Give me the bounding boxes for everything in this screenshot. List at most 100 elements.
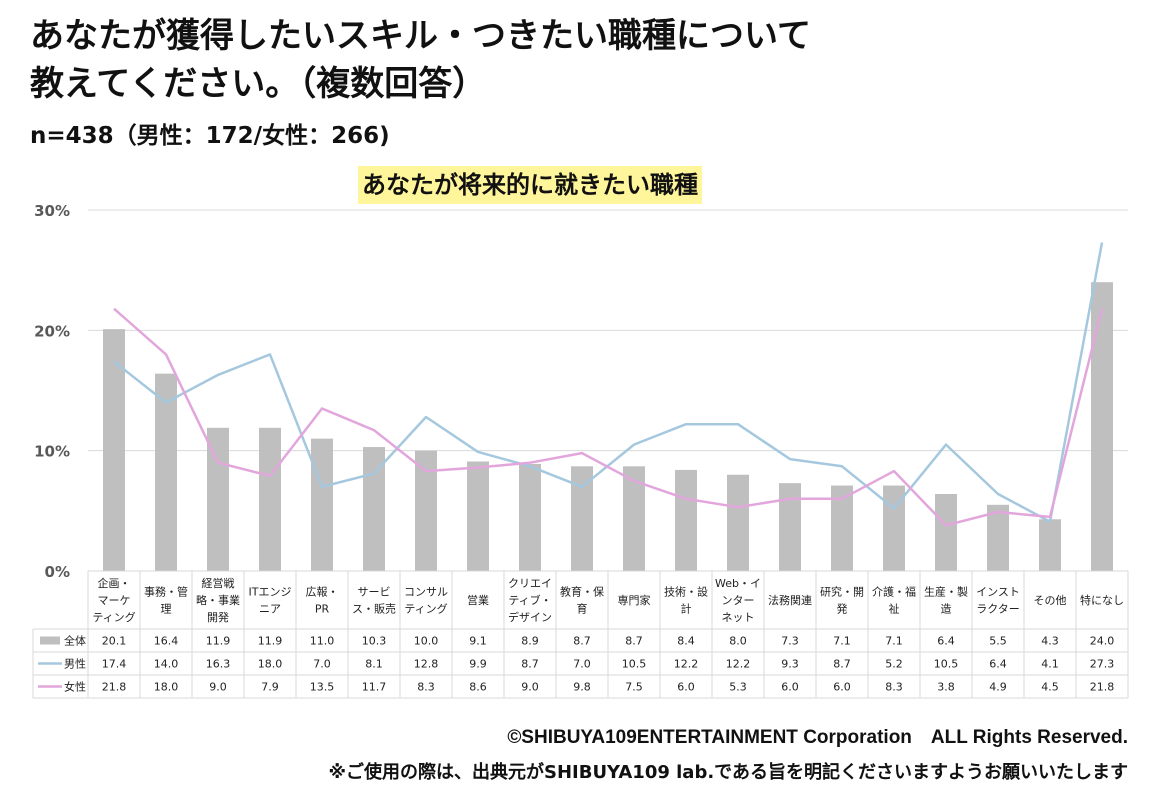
x-category-label: 専門家 bbox=[618, 593, 651, 607]
data-value-label: 17.4 bbox=[102, 658, 127, 671]
x-category-label: ティング bbox=[92, 610, 135, 624]
usage-note: ※ご使用の際は、出典元がSHIBUYA109 lab.である旨を明記くださいます… bbox=[328, 762, 1129, 783]
data-value-label: 13.5 bbox=[310, 681, 335, 694]
bar-全体 bbox=[675, 469, 697, 571]
series-line-女性 bbox=[113, 307, 1104, 527]
data-value-label: 7.1 bbox=[833, 635, 851, 648]
y-tick-label: 20% bbox=[34, 322, 70, 340]
data-value-label: 9.3 bbox=[781, 658, 799, 671]
data-value-label: 8.1 bbox=[365, 658, 383, 671]
title-line-2: 教えてください。（複数回答） bbox=[30, 64, 487, 104]
x-category-label: 教育・保 bbox=[560, 585, 604, 599]
data-value-label: 4.3 bbox=[1041, 635, 1059, 648]
data-value-label: 8.0 bbox=[729, 635, 747, 648]
data-value-label: 6.0 bbox=[781, 681, 799, 694]
data-value-label: 18.0 bbox=[154, 681, 179, 694]
x-category-label: ネット bbox=[722, 611, 755, 624]
data-value-label: 12.2 bbox=[726, 658, 751, 671]
bar-全体 bbox=[519, 463, 541, 571]
data-value-label: 21.8 bbox=[1090, 681, 1115, 694]
data-value-label: 14.0 bbox=[154, 658, 179, 671]
data-value-label: 12.2 bbox=[674, 658, 699, 671]
legend-label: 全体 bbox=[64, 634, 86, 648]
data-value-label: 8.4 bbox=[677, 635, 695, 648]
data-value-label: 5.3 bbox=[729, 681, 747, 694]
bar-全体 bbox=[103, 329, 125, 571]
bar-全体 bbox=[623, 466, 645, 571]
data-value-label: 3.8 bbox=[937, 681, 955, 694]
x-category-label: 発 bbox=[837, 602, 848, 616]
bar-全体 bbox=[831, 485, 853, 571]
y-tick-label: 30% bbox=[34, 202, 70, 220]
bar-全体 bbox=[415, 450, 437, 571]
bar-全体 bbox=[363, 447, 385, 571]
x-category-label: ティブ・ bbox=[508, 593, 551, 607]
x-category-label: クリエイ bbox=[508, 577, 552, 590]
x-category-label: その他 bbox=[1034, 594, 1067, 607]
data-value-label: 9.8 bbox=[573, 681, 591, 694]
bar-全体 bbox=[1091, 282, 1113, 571]
data-value-label: 4.5 bbox=[1041, 681, 1059, 694]
x-category-label: デザイン bbox=[508, 610, 552, 624]
bar-全体 bbox=[1039, 519, 1061, 571]
data-value-label: 10.5 bbox=[622, 658, 647, 671]
data-value-label: 16.4 bbox=[154, 635, 179, 648]
y-tick-label: 10% bbox=[34, 443, 70, 461]
data-value-label: 8.3 bbox=[885, 681, 903, 694]
data-value-label: 9.1 bbox=[469, 635, 487, 648]
x-category-label: ニア bbox=[259, 603, 281, 616]
x-category-label: インスト bbox=[976, 586, 1020, 599]
bar-全体 bbox=[883, 485, 905, 571]
legend-label: 女性 bbox=[64, 680, 86, 694]
y-tick-label: 0% bbox=[45, 563, 70, 581]
data-value-label: 8.3 bbox=[417, 681, 435, 694]
legend-key-全体 bbox=[40, 636, 60, 645]
data-value-label: 8.9 bbox=[521, 635, 539, 648]
data-value-label: 6.0 bbox=[677, 681, 695, 694]
x-category-label: 略・事業 bbox=[196, 593, 240, 607]
chart-title: あなたが将来的に就きたい職種 bbox=[358, 166, 702, 204]
data-value-label: 7.0 bbox=[573, 658, 591, 671]
data-value-label: 11.9 bbox=[258, 635, 283, 648]
data-value-label: 4.1 bbox=[1041, 658, 1059, 671]
x-category-label: 広報・ bbox=[306, 586, 339, 599]
chart-question-title: あなたが獲得したいスキル・つきたい職種について 教えてください。（複数回答） bbox=[30, 12, 811, 108]
bar-全体 bbox=[727, 474, 749, 571]
data-value-label: 8.6 bbox=[469, 681, 487, 694]
data-value-label: 11.9 bbox=[206, 635, 231, 648]
bar-全体 bbox=[779, 483, 801, 571]
data-value-label: 11.7 bbox=[362, 681, 387, 694]
data-value-label: 16.3 bbox=[206, 658, 231, 671]
data-value-label: 24.0 bbox=[1090, 635, 1115, 648]
data-value-label: 6.4 bbox=[989, 658, 1007, 671]
data-value-label: 8.7 bbox=[833, 658, 851, 671]
bar-全体 bbox=[259, 427, 281, 571]
data-value-label: 6.4 bbox=[937, 635, 955, 648]
x-category-label: ス・販売 bbox=[352, 603, 396, 616]
data-value-label: 8.7 bbox=[521, 658, 539, 671]
x-category-label: マーケ bbox=[98, 594, 131, 607]
data-value-label: 8.7 bbox=[573, 635, 591, 648]
x-category-label: ティング bbox=[404, 602, 447, 616]
x-category-label: 造 bbox=[941, 602, 952, 616]
x-category-label: 営業 bbox=[467, 593, 489, 607]
copyright-text: ©SHIBUYA109ENTERTAINMENT Corporation ALL… bbox=[507, 727, 1128, 748]
bar-全体 bbox=[935, 493, 957, 571]
bar-全体 bbox=[311, 438, 333, 571]
bar-全体 bbox=[467, 461, 489, 571]
data-value-label: 21.8 bbox=[102, 681, 127, 694]
x-category-label: 特になし bbox=[1080, 593, 1124, 607]
x-category-label: ITエンジ bbox=[249, 586, 292, 599]
data-value-label: 10.0 bbox=[414, 635, 439, 648]
x-category-label: 理 bbox=[161, 603, 172, 616]
data-value-label: 9.0 bbox=[521, 681, 539, 694]
x-category-label: 開発 bbox=[207, 610, 229, 624]
data-value-label: 27.3 bbox=[1090, 658, 1115, 671]
data-value-label: 7.0 bbox=[313, 658, 331, 671]
title-line-1: あなたが獲得したいスキル・つきたい職種について bbox=[30, 16, 811, 56]
data-value-label: 8.7 bbox=[625, 635, 643, 648]
data-value-label: 12.8 bbox=[414, 658, 439, 671]
data-value-label: 9.0 bbox=[209, 681, 227, 694]
x-category-label: サービ bbox=[358, 586, 391, 599]
